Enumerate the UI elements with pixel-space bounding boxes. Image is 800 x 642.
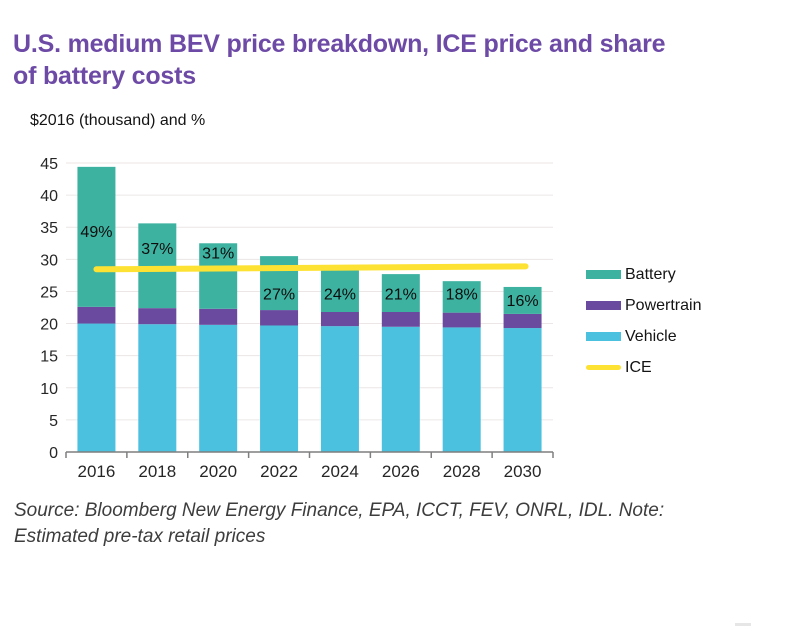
bar-segment-vehicle-2018 bbox=[138, 324, 177, 452]
bar-segment-vehicle-2016 bbox=[77, 323, 116, 452]
x-tick-label: 2020 bbox=[199, 462, 237, 481]
x-tick-label: 2018 bbox=[138, 462, 176, 481]
battery-share-label: 24% bbox=[324, 287, 356, 304]
bar-segment-powertrain-2016 bbox=[77, 306, 116, 324]
bar-segment-vehicle-2028 bbox=[442, 327, 481, 452]
bar-segment-battery-2016 bbox=[77, 166, 116, 307]
ice-price-line bbox=[93, 263, 529, 273]
bar-segment-powertrain-2024 bbox=[320, 311, 359, 327]
bar-segment-powertrain-2020 bbox=[199, 308, 238, 325]
legend-item-vehicle: Vehicle bbox=[586, 321, 746, 352]
legend-label-powertrain: Powertrain bbox=[625, 296, 702, 314]
battery-share-label: 18% bbox=[446, 287, 478, 304]
source-note: Source: Bloomberg New Energy Finance, EP… bbox=[14, 498, 774, 550]
source-note-line2: Estimated pre-tax retail prices bbox=[14, 526, 266, 547]
y-tick-label: 30 bbox=[40, 252, 58, 269]
source-note-line1: Source: Bloomberg New Energy Finance, EP… bbox=[14, 500, 665, 521]
chart-legend: Battery Powertrain Vehicle ICE bbox=[586, 259, 746, 383]
y-tick-label: 5 bbox=[49, 413, 58, 430]
bar-segment-battery-2028 bbox=[442, 281, 481, 313]
bar-segment-vehicle-2030 bbox=[503, 328, 542, 452]
battery-share-label: 31% bbox=[202, 245, 234, 262]
x-tick-label: 2024 bbox=[321, 462, 359, 481]
legend-label-vehicle: Vehicle bbox=[625, 327, 677, 345]
battery-share-label: 27% bbox=[263, 287, 295, 304]
x-tick-label: 2026 bbox=[382, 462, 420, 481]
bar-segment-battery-2018 bbox=[138, 223, 177, 309]
axis-units-label: $2016 (thousand) and % bbox=[30, 112, 206, 129]
y-tick-label: 35 bbox=[40, 220, 58, 237]
bar-segment-powertrain-2026 bbox=[381, 311, 420, 327]
bar-segment-battery-2026 bbox=[381, 274, 420, 312]
y-tick-label: 10 bbox=[40, 381, 58, 398]
battery-share-label: 37% bbox=[141, 241, 173, 258]
x-tick-label: 2028 bbox=[443, 462, 481, 481]
bar-segment-powertrain-2030 bbox=[503, 313, 542, 329]
bar-segment-battery-2024 bbox=[320, 268, 359, 312]
bar-segment-powertrain-2018 bbox=[138, 308, 177, 325]
bar-segment-vehicle-2024 bbox=[320, 326, 359, 452]
x-tick-label: 2016 bbox=[78, 462, 116, 481]
page-title-line1: U.S. medium BEV price breakdown, ICE pri… bbox=[13, 30, 666, 58]
battery-swatch-icon bbox=[586, 270, 621, 279]
bar-segment-vehicle-2020 bbox=[199, 324, 238, 452]
page-title: U.S. medium BEV price breakdown, ICE pri… bbox=[13, 28, 788, 92]
y-tick-label: 40 bbox=[40, 188, 58, 205]
page-artifact bbox=[735, 623, 751, 626]
bar-segment-vehicle-2026 bbox=[381, 326, 420, 452]
bar-segment-battery-2020 bbox=[199, 243, 238, 309]
battery-share-label: 16% bbox=[507, 293, 539, 310]
battery-share-label: 21% bbox=[385, 287, 417, 304]
y-tick-label: 20 bbox=[40, 317, 58, 334]
bar-segment-vehicle-2022 bbox=[260, 325, 299, 452]
x-tick-label: 2030 bbox=[504, 462, 542, 481]
legend-label-battery: Battery bbox=[625, 265, 676, 283]
y-tick-label: 45 bbox=[40, 156, 58, 173]
y-tick-label: 25 bbox=[40, 284, 58, 301]
bar-segment-powertrain-2028 bbox=[442, 312, 481, 328]
legend-item-ice: ICE bbox=[586, 352, 746, 383]
bar-segment-powertrain-2022 bbox=[260, 310, 299, 326]
y-tick-label: 0 bbox=[49, 445, 58, 462]
page-title-line2: of battery costs bbox=[13, 62, 196, 90]
ice-line-swatch-icon bbox=[586, 365, 621, 370]
bar-segment-battery-2030 bbox=[503, 286, 542, 314]
legend-label-ice: ICE bbox=[625, 358, 652, 376]
legend-item-powertrain: Powertrain bbox=[586, 290, 746, 321]
y-tick-label: 15 bbox=[40, 349, 58, 366]
powertrain-swatch-icon bbox=[586, 301, 621, 310]
vehicle-swatch-icon bbox=[586, 332, 621, 341]
legend-item-battery: Battery bbox=[586, 259, 746, 290]
battery-share-label: 49% bbox=[80, 224, 112, 241]
x-tick-label: 2022 bbox=[260, 462, 298, 481]
